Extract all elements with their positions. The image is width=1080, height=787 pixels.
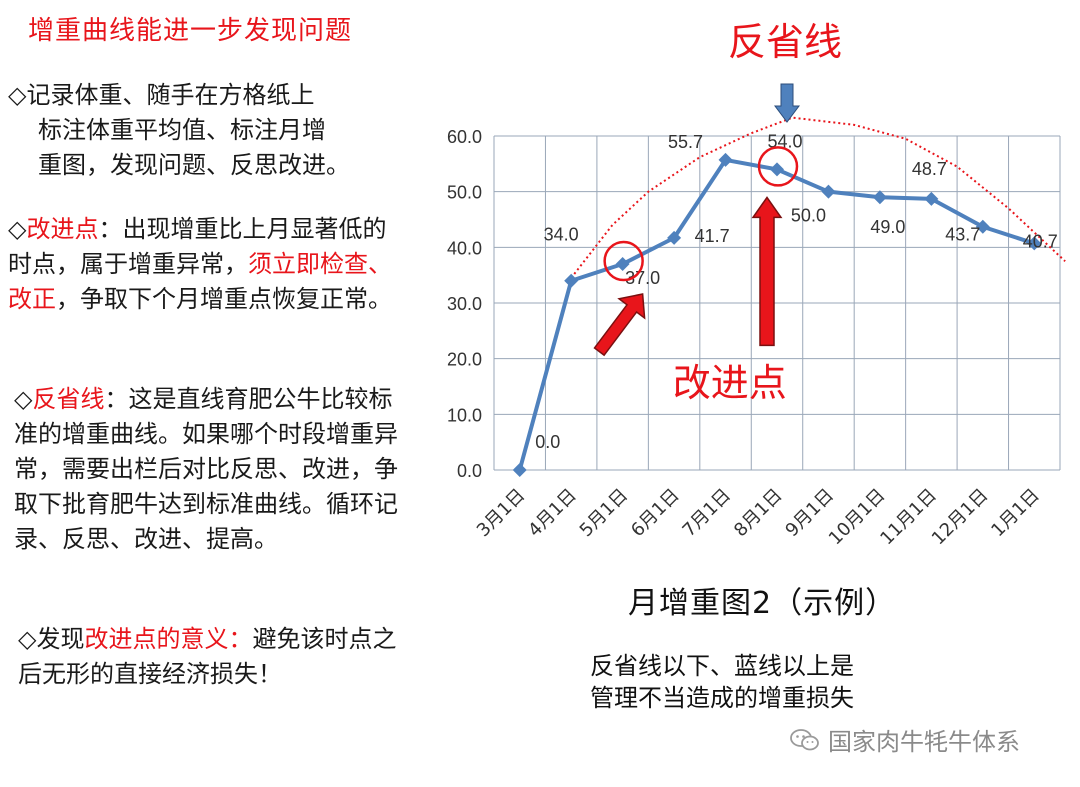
data-label: 43.7	[945, 225, 980, 245]
data-label: 50.0	[791, 206, 826, 226]
diagonal-arrow-shape	[593, 293, 646, 357]
data-point	[615, 257, 630, 272]
y-tick-label: 50.0	[447, 183, 482, 203]
data-label: 34.0	[544, 225, 579, 245]
data-label: 55.7	[668, 132, 703, 152]
data-point	[718, 152, 733, 167]
data-label: 37.0	[625, 268, 660, 288]
page-title: 增重曲线能进一步发现问题	[28, 16, 353, 46]
y-tick-label: 40.0	[447, 238, 482, 258]
data-point	[512, 463, 527, 477]
x-tick-label: 1月1日	[987, 485, 1044, 542]
x-tick-label: 5月1日	[576, 485, 633, 542]
data-point	[821, 184, 836, 199]
x-tick-label: 6月1日	[627, 485, 684, 542]
x-tick-label: 3月1日	[473, 485, 530, 542]
data-label: 48.7	[912, 159, 947, 179]
data-label: 0.0	[535, 432, 560, 452]
vertical-arrow-shape	[751, 196, 783, 347]
p4-text: 避免该时点之后无形的直接经济损失！	[18, 625, 397, 688]
p2-text2: ，争取下个月增重点恢复正常。	[56, 285, 392, 313]
p2-red-text: 须立即检查、改正	[8, 250, 392, 313]
x-tick-label: 12月1日	[928, 485, 993, 550]
p2-key: 改进点	[26, 215, 99, 243]
p1-line2: 标注体重平均值、标注月增	[38, 116, 326, 144]
x-tick-label: 8月1日	[730, 485, 787, 542]
p2-prefix: ◇	[8, 215, 27, 243]
reflection-line-label: 反省线	[728, 20, 842, 64]
data-point	[975, 219, 990, 234]
p1-line1: ◇记录体重、随手在方格纸上	[8, 81, 315, 109]
wechat-icon	[790, 728, 819, 750]
watermark: 国家肉牛牦牛体系	[790, 722, 1020, 757]
improvement-circle	[757, 146, 799, 187]
watermark-text: 国家肉牛牦牛体系	[828, 728, 1020, 756]
x-tick-label: 11月1日	[876, 485, 941, 550]
improvement-circle	[603, 240, 644, 282]
data-point	[872, 190, 887, 205]
paragraph-reflection-line: ◇反省线：这是直线育肥公牛比较标准的增重曲线。如果哪个时段增重异常，需要出栏后对…	[14, 382, 409, 557]
y-tick-label: 30.0	[447, 294, 482, 314]
y-tick-label: 60.0	[447, 127, 482, 147]
chart-svg: 0.0 10.0 20.0 30.0 40.0 50.0 60.0 3月1日4月1日5月1日6…	[447, 20, 1066, 550]
paragraph-significance: ◇发现改进点的意义：避免该时点之后无形的直接经济损失！	[18, 622, 418, 692]
y-tick-label: 0.0	[457, 461, 482, 481]
data-point	[564, 273, 579, 288]
paragraph-record: ◇记录体重、随手在方格纸上 标注体重平均值、标注月增 重图，发现问题、反思改进。	[8, 78, 403, 183]
p3-prefix: ◇	[14, 385, 33, 413]
chart-caption: 月增重图2（示例）	[628, 586, 897, 621]
p3-text: ：这是直线育肥公牛比较标准的增重曲线。如果哪个时段增重异常，需要出栏后对比反思、…	[14, 385, 398, 553]
diagonal-arrow-icon	[593, 293, 646, 357]
weight-gain-chart: 0.0 10.0 20.0 30.0 40.0 50.0 60.0 3月1日 4月1日 5月1日 6…	[410, 0, 1080, 787]
vertical-arrow-icon	[751, 196, 783, 347]
x-tick-label: 4月1日	[524, 485, 581, 542]
p4-key: 改进点的意义：	[84, 625, 253, 653]
x-tick-label: 7月1日	[679, 485, 736, 542]
data-point	[924, 191, 939, 206]
down-arrow-shape	[774, 83, 800, 123]
paragraph-improvement-point: ◇改进点：出现增重比上月显著低的时点，属于增重异常，须立即检查、改正，争取下个月…	[8, 212, 403, 317]
data-label: 49.0	[870, 217, 905, 237]
x-tick-label: 10月1日	[825, 485, 890, 550]
down-arrow-icon	[774, 83, 800, 123]
data-point	[1027, 236, 1042, 251]
p3-key: 反省线	[32, 385, 105, 413]
p1-line3: 重图，发现问题、反思改进。	[38, 151, 350, 179]
note-line2: 管理不当造成的增重损失	[590, 684, 854, 712]
data-point	[667, 230, 682, 245]
data-point	[770, 162, 784, 177]
y-tick-label: 20.0	[447, 350, 482, 370]
loss-note: 反省线以下、蓝线以上是 管理不当造成的增重损失	[590, 650, 854, 714]
data-label: 41.7	[695, 226, 730, 246]
note-line1: 反省线以下、蓝线以上是	[590, 652, 854, 680]
data-label: 40.7	[1023, 231, 1058, 251]
p2-text1: ：出现增重比上月显著低的时点，属于增重异常，	[8, 215, 387, 278]
p4-prefix: ◇发现	[18, 625, 85, 653]
y-tick-label: 10.0	[447, 405, 482, 425]
improvement-label: 改进点	[673, 361, 787, 405]
